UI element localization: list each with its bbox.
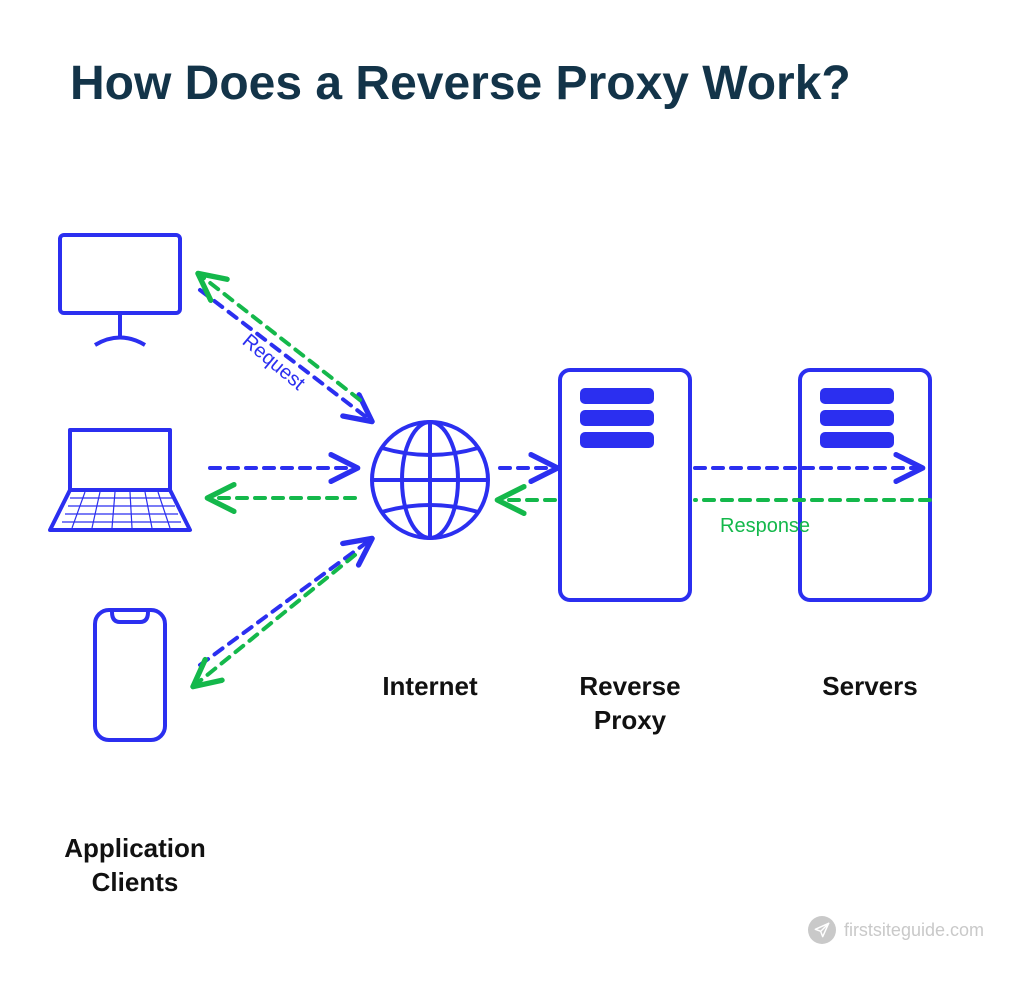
monitor-icon — [60, 235, 180, 345]
reverse-proxy-icon — [560, 370, 690, 600]
reverse-proxy-label-line2: Proxy — [594, 705, 666, 735]
reverse-proxy-label-line1: Reverse — [579, 671, 680, 701]
internet-label: Internet — [360, 670, 500, 704]
paper-plane-icon — [808, 916, 836, 944]
clients-label: Application Clients — [40, 832, 230, 900]
laptop-icon — [50, 430, 190, 530]
phone-icon — [95, 610, 165, 740]
response-label: Response — [720, 515, 810, 538]
servers-icon — [800, 370, 930, 600]
clients-label-line2: Clients — [92, 867, 179, 897]
watermark: firstsiteguide.com — [808, 916, 984, 944]
watermark-text: firstsiteguide.com — [844, 920, 984, 941]
servers-label: Servers — [800, 670, 940, 704]
clients-label-line1: Application — [64, 833, 206, 863]
globe-icon — [372, 422, 488, 538]
reverse-proxy-label: Reverse Proxy — [545, 670, 715, 738]
flow-arrows — [195, 275, 930, 685]
